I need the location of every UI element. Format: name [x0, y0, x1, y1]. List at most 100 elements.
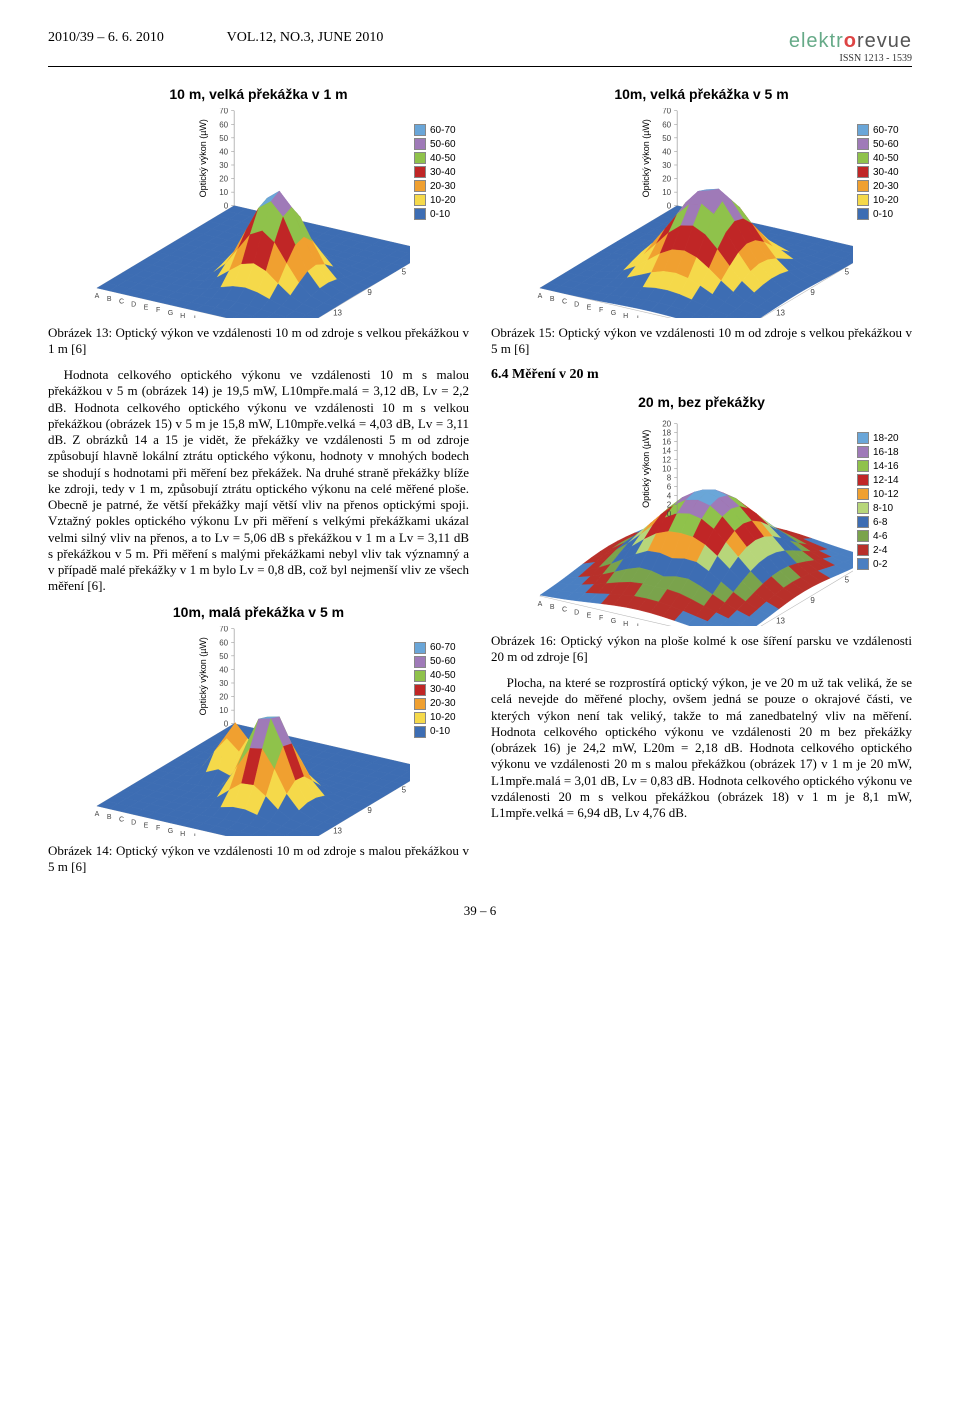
- legend-label: 30-40: [430, 684, 456, 695]
- legend-label: 18-20: [873, 433, 899, 444]
- legend-item: 60-70: [857, 124, 911, 136]
- legend-label: 40-50: [430, 670, 456, 681]
- chart-15-plot: 010203040506070Optický výkon (µW)ABCDEFG…: [492, 108, 853, 318]
- legend-swatch: [857, 544, 869, 556]
- svg-text:5: 5: [402, 785, 407, 794]
- legend-label: 50-60: [430, 139, 456, 150]
- svg-text:2: 2: [667, 501, 672, 510]
- legend-swatch: [857, 446, 869, 458]
- issue-id: 2010/39 – 6. 6. 2010: [48, 30, 164, 45]
- legend-swatch: [414, 166, 426, 178]
- svg-text:0: 0: [667, 202, 672, 211]
- svg-text:20: 20: [662, 420, 671, 429]
- svg-text:50: 50: [219, 651, 228, 660]
- chart-14-legend: 60-7050-6040-5030-4020-3010-200-10: [414, 626, 468, 836]
- svg-text:G: G: [168, 310, 173, 317]
- svg-text:I: I: [637, 316, 639, 318]
- legend-item: 12-14: [857, 474, 911, 486]
- svg-text:E: E: [144, 822, 149, 829]
- legend-item: 0-2: [857, 558, 911, 570]
- svg-text:F: F: [599, 615, 603, 622]
- legend-label: 30-40: [873, 167, 899, 178]
- legend-item: 16-18: [857, 446, 911, 458]
- legend-item: 10-12: [857, 488, 911, 500]
- svg-text:E: E: [587, 304, 592, 311]
- legend-item: 20-30: [414, 180, 468, 192]
- legend-swatch: [414, 194, 426, 206]
- legend-item: 50-60: [414, 138, 468, 150]
- svg-text:9: 9: [810, 596, 815, 605]
- legend-item: 40-50: [857, 152, 911, 164]
- chart-16-title: 20 m, bez překážky: [492, 394, 911, 410]
- svg-text:B: B: [550, 296, 555, 303]
- svg-text:20: 20: [662, 175, 671, 184]
- legend-swatch: [857, 138, 869, 150]
- svg-text:B: B: [107, 813, 112, 820]
- svg-text:G: G: [611, 618, 616, 625]
- svg-text:40: 40: [219, 147, 228, 156]
- legend-item: 18-20: [857, 432, 911, 444]
- legend-label: 40-50: [873, 153, 899, 164]
- chart-13-legend: 60-7050-6040-5030-4020-3010-200-10: [414, 108, 468, 318]
- legend-label: 20-30: [430, 181, 456, 192]
- svg-text:5: 5: [845, 575, 850, 584]
- legend-label: 50-60: [873, 139, 899, 150]
- svg-text:8: 8: [667, 474, 672, 483]
- svg-text:I: I: [637, 624, 639, 626]
- page: 2010/39 – 6. 6. 2010 VOL.12, NO.3, JUNE …: [0, 0, 960, 949]
- chart-13-plot: 010203040506070Optický výkon (µW)ABCDEFG…: [49, 108, 410, 318]
- svg-text:12: 12: [662, 456, 671, 465]
- svg-text:H: H: [180, 830, 185, 835]
- chart-16-plot: 02468101214161820Optický výkon (µW)ABCDE…: [492, 416, 853, 626]
- svg-text:F: F: [156, 825, 160, 832]
- legend-swatch: [414, 712, 426, 724]
- chart-16: 20 m, bez překážky 02468101214161820Opti…: [491, 389, 912, 627]
- legend-swatch: [414, 124, 426, 136]
- svg-text:18: 18: [662, 429, 671, 438]
- chart-13-title: 10 m, velká překážka v 1 m: [49, 86, 468, 102]
- svg-text:D: D: [574, 609, 579, 616]
- legend-item: 10-20: [414, 194, 468, 206]
- legend-label: 16-18: [873, 447, 899, 458]
- svg-text:0: 0: [224, 202, 229, 211]
- legend-label: 10-12: [873, 489, 899, 500]
- legend-swatch: [857, 516, 869, 528]
- legend-item: 4-6: [857, 530, 911, 542]
- legend-swatch: [857, 502, 869, 514]
- legend-item: 60-70: [414, 642, 468, 654]
- right-column: 10m, velká překážka v 5 m 01020304050607…: [491, 81, 912, 885]
- legend-swatch: [857, 208, 869, 220]
- svg-text:I: I: [194, 316, 196, 318]
- legend-swatch: [857, 474, 869, 486]
- legend-label: 6-8: [873, 517, 887, 528]
- legend-item: 60-70: [414, 124, 468, 136]
- svg-text:60: 60: [662, 120, 671, 129]
- svg-text:A: A: [538, 293, 543, 300]
- svg-text:5: 5: [402, 267, 407, 276]
- legend-label: 2-4: [873, 545, 887, 556]
- svg-text:60: 60: [219, 638, 228, 647]
- legend-item: 14-16: [857, 460, 911, 472]
- svg-text:H: H: [623, 313, 628, 318]
- legend-item: 30-40: [414, 166, 468, 178]
- legend-label: 12-14: [873, 475, 899, 486]
- caption-15: Obrázek 15: Optický výkon ve vzdálenosti…: [491, 325, 912, 357]
- paragraph-2: Plocha, na které se rozprostírá optický …: [491, 675, 912, 821]
- legend-swatch: [857, 432, 869, 444]
- legend-item: 50-60: [857, 138, 911, 150]
- svg-text:C: C: [119, 299, 124, 306]
- legend-swatch: [857, 194, 869, 206]
- legend-swatch: [414, 656, 426, 668]
- legend-swatch: [414, 208, 426, 220]
- svg-text:0: 0: [224, 719, 229, 728]
- svg-text:10: 10: [219, 706, 228, 715]
- svg-text:E: E: [587, 612, 592, 619]
- svg-text:A: A: [95, 811, 100, 818]
- svg-text:70: 70: [219, 626, 228, 634]
- legend-swatch: [414, 698, 426, 710]
- legend-swatch: [857, 166, 869, 178]
- svg-text:40: 40: [662, 147, 671, 156]
- legend-label: 30-40: [430, 167, 456, 178]
- svg-text:13: 13: [333, 309, 342, 318]
- svg-text:50: 50: [662, 134, 671, 143]
